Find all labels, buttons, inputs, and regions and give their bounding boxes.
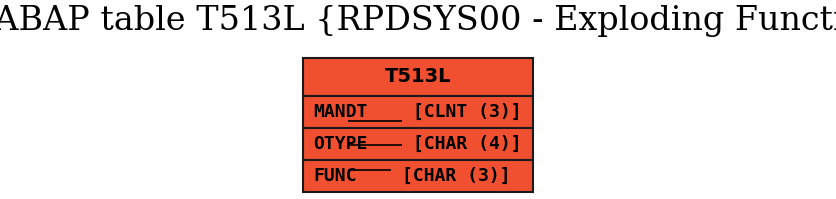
Text: MANDT: MANDT <box>314 103 368 121</box>
Text: [CHAR (3)]: [CHAR (3)] <box>390 167 510 185</box>
Text: SAP ABAP table T513L {RPDSYS00 - Exploding Functions}: SAP ABAP table T513L {RPDSYS00 - Explodi… <box>0 5 836 37</box>
Bar <box>303 96 533 128</box>
Bar <box>303 58 533 96</box>
Bar <box>303 160 533 192</box>
Text: T513L: T513L <box>385 67 451 87</box>
Bar <box>303 128 533 160</box>
Text: OTYPE: OTYPE <box>314 135 368 153</box>
Text: FUNC: FUNC <box>314 167 357 185</box>
Text: [CHAR (4)]: [CHAR (4)] <box>401 135 521 153</box>
Text: [CLNT (3)]: [CLNT (3)] <box>401 103 521 121</box>
